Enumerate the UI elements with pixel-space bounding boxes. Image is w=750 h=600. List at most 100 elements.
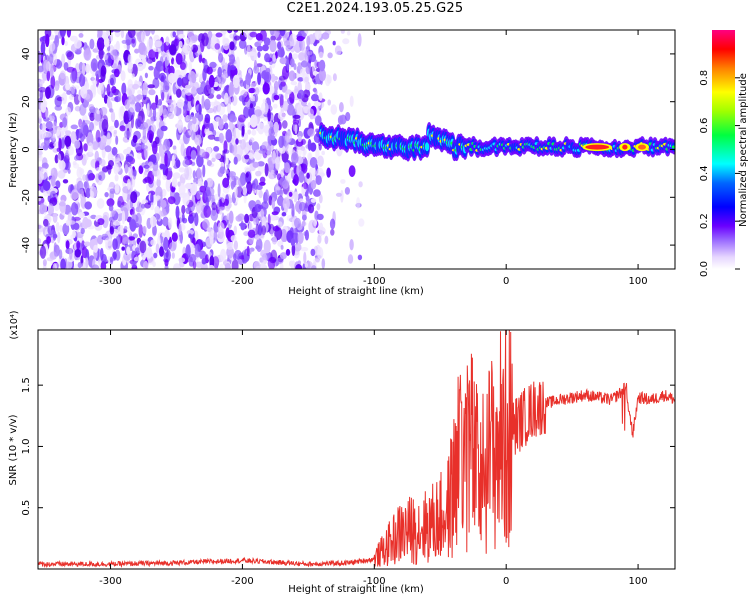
noise-cell: [262, 82, 270, 95]
noise-cell: [146, 130, 154, 141]
noise-cell: [218, 210, 223, 215]
noise-cell: [178, 40, 183, 49]
noise-cell: [286, 104, 295, 116]
noise-cell: [87, 142, 94, 155]
noise-cell: [178, 182, 186, 196]
noise-cell: [279, 252, 287, 260]
noise-cell: [40, 167, 48, 180]
noise-cell: [290, 81, 298, 86]
noise-cell: [191, 129, 196, 141]
noise-cell: [269, 39, 277, 53]
colorbar-tick-label: 0.2: [699, 213, 710, 229]
noise-cell: [41, 128, 47, 139]
noise-cell: [205, 196, 209, 210]
noise-cell: [208, 264, 215, 269]
noise-cell: [127, 30, 136, 39]
noise-cell: [285, 89, 292, 95]
noise-cell: [81, 262, 87, 269]
noise-cell: [257, 224, 262, 237]
colorbar-tick-label: 0.4: [699, 165, 710, 181]
noise-cell: [182, 159, 190, 168]
noise-cell: [201, 95, 205, 109]
noise-cell: [310, 142, 317, 152]
noise-cell: [144, 72, 148, 79]
noise-cell: [223, 122, 229, 130]
x-tick-label: -300: [99, 276, 122, 287]
noise-cell: [180, 62, 186, 70]
noise-cell: [142, 45, 148, 56]
noise-cell: [39, 245, 47, 259]
noise-cell: [300, 39, 305, 51]
noise-cell: [300, 68, 306, 77]
noise-cell: [177, 77, 183, 87]
noise-cell: [38, 111, 42, 119]
noise-cell: [339, 102, 344, 113]
noise-cell: [271, 92, 275, 103]
noise-cell: [178, 34, 186, 39]
noise-cell: [102, 211, 110, 221]
noise-cell: [318, 92, 323, 101]
noise-cell: [158, 72, 166, 82]
noise-cell: [141, 89, 148, 96]
noise-cell: [194, 212, 199, 227]
noise-cell: [228, 84, 235, 98]
noise-cell: [143, 171, 148, 176]
noise-cell: [165, 36, 170, 46]
noise-cell: [49, 115, 56, 122]
noise-cell: [222, 185, 230, 194]
noise-cell: [119, 125, 126, 132]
noise-cell: [198, 250, 207, 260]
noise-cell: [233, 127, 240, 142]
noise-cell: [211, 202, 217, 211]
noise-cell: [64, 160, 71, 171]
noise-cell: [252, 121, 258, 127]
noise-cell: [233, 253, 237, 261]
noise-cell: [92, 82, 96, 95]
noise-cell: [67, 145, 75, 156]
noise-cell: [197, 112, 204, 122]
noise-cell: [233, 240, 238, 251]
noise-cell: [264, 71, 272, 83]
noise-cell: [134, 247, 140, 255]
noise-cell: [275, 186, 281, 191]
noise-cell: [126, 246, 131, 255]
noise-cell: [273, 167, 277, 179]
noise-cell: [134, 102, 141, 113]
noise-cell: [279, 263, 284, 269]
noise-cell: [192, 260, 197, 269]
noise-cell: [101, 135, 108, 144]
noise-cell: [46, 69, 51, 82]
noise-cell: [181, 204, 186, 215]
noise-cell: [267, 108, 271, 122]
noise-cell: [201, 32, 209, 47]
noise-cell: [293, 191, 299, 202]
noise-cell: [327, 99, 332, 106]
noise-cell: [294, 242, 302, 252]
noise-cell: [47, 203, 55, 217]
noise-cell: [342, 38, 350, 45]
noise-cell: [243, 192, 247, 204]
noise-cell: [232, 74, 240, 89]
noise-cell: [306, 198, 311, 206]
noise-cell: [236, 179, 240, 186]
noise-cell: [82, 124, 89, 136]
noise-cell: [89, 121, 94, 132]
noise-cell: [124, 99, 130, 110]
noise-cell: [156, 169, 161, 181]
noise-cell: [269, 30, 275, 36]
noise-cell: [249, 31, 258, 38]
noise-cell: [62, 179, 69, 184]
noise-cell: [139, 240, 147, 254]
noise-cell: [136, 119, 142, 128]
noise-cell: [70, 131, 77, 144]
noise-cell: [273, 103, 278, 109]
noise-cell: [282, 120, 288, 129]
noise-cell: [282, 197, 290, 211]
noise-cell: [348, 165, 356, 178]
noise-cell: [279, 177, 286, 186]
noise-cell: [254, 234, 260, 240]
noise-cell: [61, 36, 65, 46]
noise-cell: [117, 225, 124, 235]
noise-cell: [254, 87, 260, 96]
noise-cell: [244, 154, 250, 160]
